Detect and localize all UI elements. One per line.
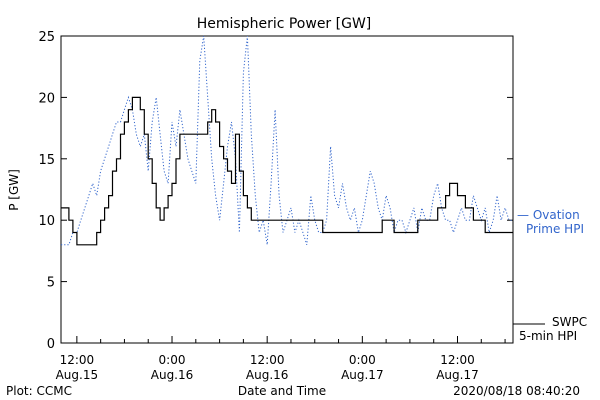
y-tick-label: 0 bbox=[47, 337, 55, 352]
timestamp: 2020/08/18 08:40:20 bbox=[453, 384, 580, 398]
x-tick-time-label: 12:00 bbox=[60, 353, 95, 367]
x-tick-date-label: Aug.17 bbox=[341, 368, 384, 382]
y-tick-label: 15 bbox=[38, 153, 55, 168]
y-axis-ticks: 0 5 10 15 20 25 bbox=[38, 30, 513, 352]
ovation-prime-series bbox=[61, 35, 513, 246]
ovation-line bbox=[61, 35, 513, 246]
x-tick-date-label: Aug.16 bbox=[246, 368, 289, 382]
x-tick-time-label: 0:00 bbox=[349, 353, 376, 367]
y-axis-label: P [GW] bbox=[7, 169, 21, 211]
swpc-series bbox=[61, 96, 513, 246]
y-tick-label: 25 bbox=[38, 30, 55, 45]
legend-swpc-label-2: 5-min HPI bbox=[519, 329, 577, 343]
y-tick-label: 10 bbox=[38, 214, 55, 229]
chart-title: Hemispheric Power [GW] bbox=[197, 16, 372, 32]
plot-frame bbox=[60, 35, 514, 344]
legend-swpc-label-1: SWPC bbox=[552, 315, 587, 329]
x-tick-date-label: Aug.15 bbox=[56, 368, 99, 382]
x-tick-time-label: 0:00 bbox=[159, 353, 186, 367]
x-tick-time-label: 12:00 bbox=[250, 353, 285, 367]
x-tick-time-label: 12:00 bbox=[440, 353, 475, 367]
x-tick-date-label: Aug.17 bbox=[436, 368, 479, 382]
y-tick-label: 5 bbox=[47, 276, 55, 291]
x-tick-date-label: Aug.16 bbox=[151, 368, 194, 382]
x-axis-ticks: 12:00Aug.150:00Aug.1612:00Aug.160:00Aug.… bbox=[56, 336, 506, 382]
legend-ovation-label-2: Prime HPI bbox=[526, 222, 584, 236]
legend-ovation-label-1: — Ovation bbox=[517, 208, 580, 222]
y-tick-label: 20 bbox=[38, 91, 55, 106]
legend: — Ovation Prime HPI SWPC 5-min HPI bbox=[513, 208, 587, 343]
swpc-line bbox=[61, 96, 513, 246]
plot-credit: Plot: CCMC bbox=[6, 384, 72, 398]
x-axis-label: Date and Time bbox=[238, 384, 326, 398]
